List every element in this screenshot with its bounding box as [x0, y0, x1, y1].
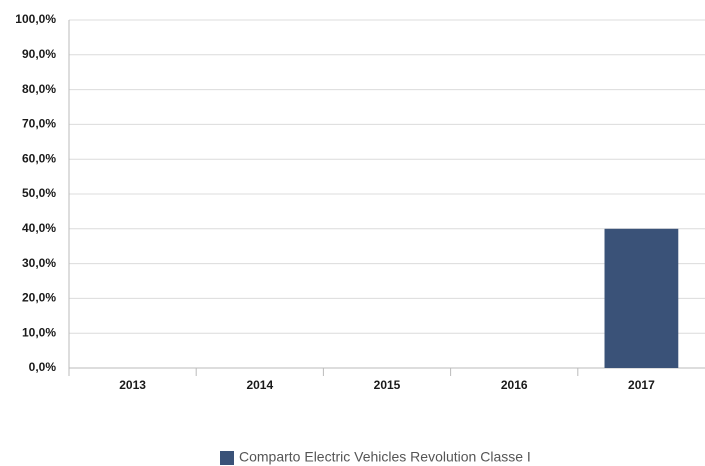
y-tick-label: 70,0% [22, 117, 56, 131]
y-tick-label: 90,0% [22, 47, 56, 61]
y-tick-label: 20,0% [22, 291, 56, 305]
y-tick-label: 0,0% [29, 360, 57, 374]
legend-swatch [220, 451, 234, 465]
y-tick-label: 10,0% [22, 325, 56, 339]
x-tick-label: 2014 [246, 378, 273, 392]
y-tick-label: 100,0% [15, 12, 56, 26]
x-tick-label: 2017 [628, 378, 655, 392]
bar [604, 228, 679, 368]
y-tick-label: 30,0% [22, 256, 56, 270]
x-tick-label: 2015 [374, 378, 401, 392]
y-tick-label: 50,0% [22, 186, 56, 200]
x-tick-label: 2013 [119, 378, 146, 392]
y-tick-label: 80,0% [22, 82, 56, 96]
y-tick-label: 60,0% [22, 151, 56, 165]
y-tick-label: 40,0% [22, 221, 56, 235]
x-tick-label: 2016 [501, 378, 528, 392]
legend-label: Comparto Electric Vehicles Revolution Cl… [239, 449, 531, 465]
